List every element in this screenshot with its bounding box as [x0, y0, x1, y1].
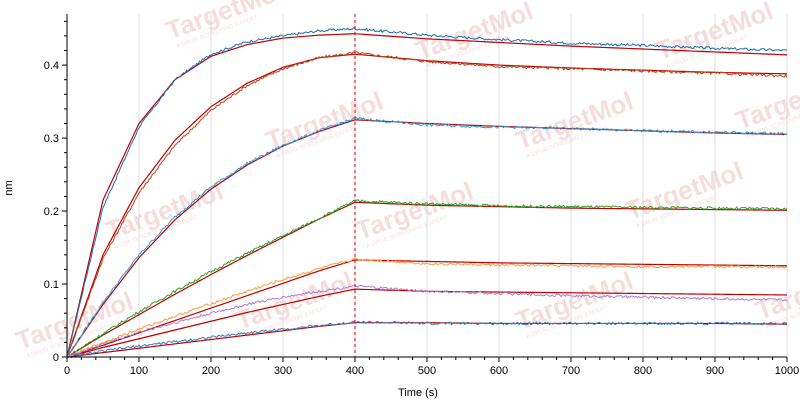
y-tick-label: 0.1	[44, 279, 59, 291]
axes: 0 100 200 300 400 500 600 700 800 900 1000 0 0.1 0.2 0…	[44, 14, 799, 377]
series-line	[66, 320, 788, 359]
series-line	[66, 257, 788, 358]
series-line	[66, 284, 788, 359]
x-tick-label: 300	[274, 365, 292, 377]
x-tick-label: 400	[346, 365, 364, 377]
x-tick-label: 500	[418, 365, 436, 377]
grid-layer	[138, 14, 788, 357]
data-series	[66, 27, 788, 359]
series-line	[66, 117, 788, 358]
watermark-brand: TargetMol	[512, 86, 637, 156]
y-tick-label: 0.4	[44, 60, 59, 72]
watermark-brand: TargetMol	[352, 176, 477, 246]
fit-line	[66, 119, 788, 358]
x-tick-label: 100	[130, 365, 148, 377]
y-axis-title: nm	[3, 180, 15, 195]
x-tick-label: 200	[202, 365, 220, 377]
watermark-brand: TargetMol	[102, 176, 227, 246]
x-tick-label: 800	[634, 365, 652, 377]
watermark-brand: TargetMol	[652, 0, 777, 66]
y-tick-label: 0	[53, 352, 59, 364]
x-tick-label: 1000	[775, 365, 799, 377]
series-line	[66, 199, 788, 358]
y-tick-label: 0.2	[44, 206, 59, 218]
x-tick-label: 900	[706, 365, 724, 377]
x-axis-title: Time (s)	[398, 387, 438, 399]
x-tick-label: 600	[490, 365, 508, 377]
x-tick-label: 0	[64, 365, 70, 377]
watermark-brand: TargetMol	[622, 156, 747, 226]
watermark-brand: TargetMol	[412, 0, 537, 66]
series-line	[66, 27, 788, 358]
fit-line	[66, 33, 788, 358]
watermark-brand: TargetMol	[12, 286, 137, 356]
y-tick-label: 0.3	[44, 133, 59, 145]
x-tick-label: 700	[562, 365, 580, 377]
fit-line	[66, 201, 788, 358]
series-line	[66, 51, 788, 358]
fit-line	[66, 259, 788, 358]
